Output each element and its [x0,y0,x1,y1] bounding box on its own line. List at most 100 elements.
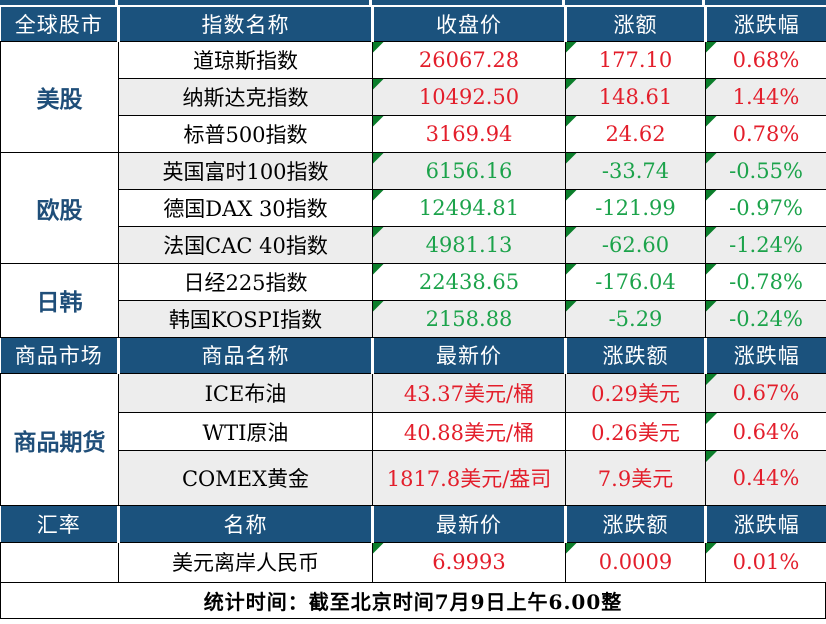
index-name: 标普500指数 [118,114,373,153]
green-corner-indicator [706,226,717,238]
commodity-name: ICE布油 [118,373,373,413]
change-value: -5.29 [565,299,706,338]
green-corner-indicator [373,263,384,275]
statistics-timestamp: 统计时间：截至北京时间7月9日上午6.00整 [0,581,826,619]
fx-pair-name: 美元离岸人民币 [118,541,373,583]
table-row: COMEX黄金 1817.8美元/盎司 7.9美元 0.44% [1,450,826,506]
group-label-commodity-futures: 商品期货 [0,373,119,506]
close-price: 12494.81 [372,188,566,227]
green-corner-indicator [706,152,717,164]
green-corner-indicator [706,374,717,385]
close-price: 22438.65 [372,262,566,301]
green-corner-indicator [706,41,717,53]
column-header-index-name: 指数名称 [117,7,373,41]
latest-price: 43.37美元/桶 [372,373,566,413]
green-corner-indicator [373,300,384,312]
fx-header-row: 汇率 名称 最新价 涨跌额 涨跌幅 [0,506,826,542]
close-price: 6156.16 [372,151,566,190]
index-name: 德国DAX 30指数 [118,188,373,227]
green-corner-indicator [566,300,577,312]
column-header-change-pct: 涨跌幅 [704,337,826,374]
change-pct: 0.78% [705,114,826,153]
green-corner-indicator [373,542,384,554]
fx-table: 汇率 名称 最新价 涨跌额 涨跌幅 美元离岸人民币 6.9993 0.0009 … [0,506,826,583]
change-pct: -0.55% [705,151,826,190]
change-value: 0.29美元 [565,373,706,413]
green-corner-indicator [706,189,717,201]
change-pct: -1.24% [705,225,826,264]
group-label-jp-kr-stocks: 日韩 [0,262,119,338]
change-pct: 0.01% [705,541,826,583]
group-label-empty [0,541,119,583]
column-header-change: 涨额 [564,7,706,41]
green-corner-indicator [373,152,384,164]
close-price: 26067.28 [372,40,566,79]
table-row: 美元离岸人民币 6.9993 0.0009 0.01% [0,541,826,583]
change-value: 0.0009 [565,541,706,583]
commodities-table: 商品市场 商品名称 最新价 涨跌额 涨跌幅 商品期货 ICE布油 43.37美元… [0,337,826,506]
column-header-name: 名称 [117,506,373,542]
section-title-fx: 汇率 [0,506,119,542]
table-row: 韩国KOSPI指数 2158.88 -5.29 -0.24% [1,299,826,338]
change-value: 7.9美元 [565,450,706,506]
green-corner-indicator [706,451,717,462]
table-row: 标普500指数 3169.94 24.62 0.78% [1,114,826,153]
table-row: 欧股 英国富时100指数 6156.16 -33.74 -0.55% [0,151,826,264]
column-header-latest-price: 最新价 [371,337,566,374]
change-value: 24.62 [565,114,706,153]
stocks-header-row: 全球股市 指数名称 收盘价 涨额 涨跌幅 [0,7,826,41]
column-header-close-price: 收盘价 [371,7,566,41]
green-corner-indicator [706,78,717,90]
latest-price: 6.9993 [372,541,566,583]
section-title-commodity-market: 商品市场 [0,337,119,374]
green-corner-indicator [566,226,577,238]
column-header-change-amount: 涨跌额 [564,337,706,374]
table-row: WTI原油 40.88美元/桶 0.26美元 0.64% [1,412,826,451]
index-name: 英国富时100指数 [118,151,373,190]
green-corner-indicator [373,115,384,127]
green-corner-indicator [566,41,577,53]
green-corner-indicator [373,78,384,90]
change-value: 148.61 [565,77,706,116]
latest-price: 1817.8美元/盎司 [372,450,566,506]
green-corner-indicator [566,152,577,164]
latest-price: 40.88美元/桶 [372,412,566,451]
table-row: 商品期货 ICE布油 43.37美元/桶 0.29美元 0.67% [0,373,826,506]
change-pct: -0.97% [705,188,826,227]
change-value: -62.60 [565,225,706,264]
commodity-name: COMEX黄金 [118,450,373,506]
change-pct: 0.67% [705,373,826,413]
green-corner-indicator [373,41,384,53]
green-corner-indicator [373,226,384,238]
table-row: 纳斯达克指数 10492.50 148.61 1.44% [1,77,826,116]
green-corner-indicator [566,189,577,201]
close-price: 3169.94 [372,114,566,153]
change-value: 177.10 [565,40,706,79]
index-name: 日经225指数 [118,262,373,301]
column-header-change-pct: 涨跌幅 [704,7,826,41]
table-row: 日韩 日经225指数 22438.65 -176.04 -0.78% [0,262,826,338]
group-label-eu-stocks: 欧股 [0,151,119,264]
index-name: 道琼斯指数 [118,40,373,79]
change-pct: 0.44% [705,450,826,506]
index-name: 韩国KOSPI指数 [118,299,373,338]
table-row: 法国CAC 40指数 4981.13 -62.60 -1.24% [1,225,826,264]
column-header-commodity-name: 商品名称 [117,337,373,374]
table-row: 美股 道琼斯指数 26067.28 177.10 0.68% [0,40,826,153]
change-value: -121.99 [565,188,706,227]
cropped-row-top-edge [0,0,826,5]
index-name: 纳斯达克指数 [118,77,373,116]
change-value: 0.26美元 [565,412,706,451]
change-pct: 0.68% [705,40,826,79]
green-corner-indicator [566,78,577,90]
green-corner-indicator [566,542,577,554]
green-corner-indicator [373,189,384,201]
column-header-latest-price: 最新价 [371,506,566,542]
close-price: 4981.13 [372,225,566,264]
table-row: 德国DAX 30指数 12494.81 -121.99 -0.97% [1,188,826,227]
green-corner-indicator [706,413,717,424]
index-name: 法国CAC 40指数 [118,225,373,264]
global-stocks-table: 全球股市 指数名称 收盘价 涨额 涨跌幅 美股 道琼斯指数 26067.28 1… [0,7,826,338]
green-corner-indicator [706,115,717,127]
green-corner-indicator [566,115,577,127]
